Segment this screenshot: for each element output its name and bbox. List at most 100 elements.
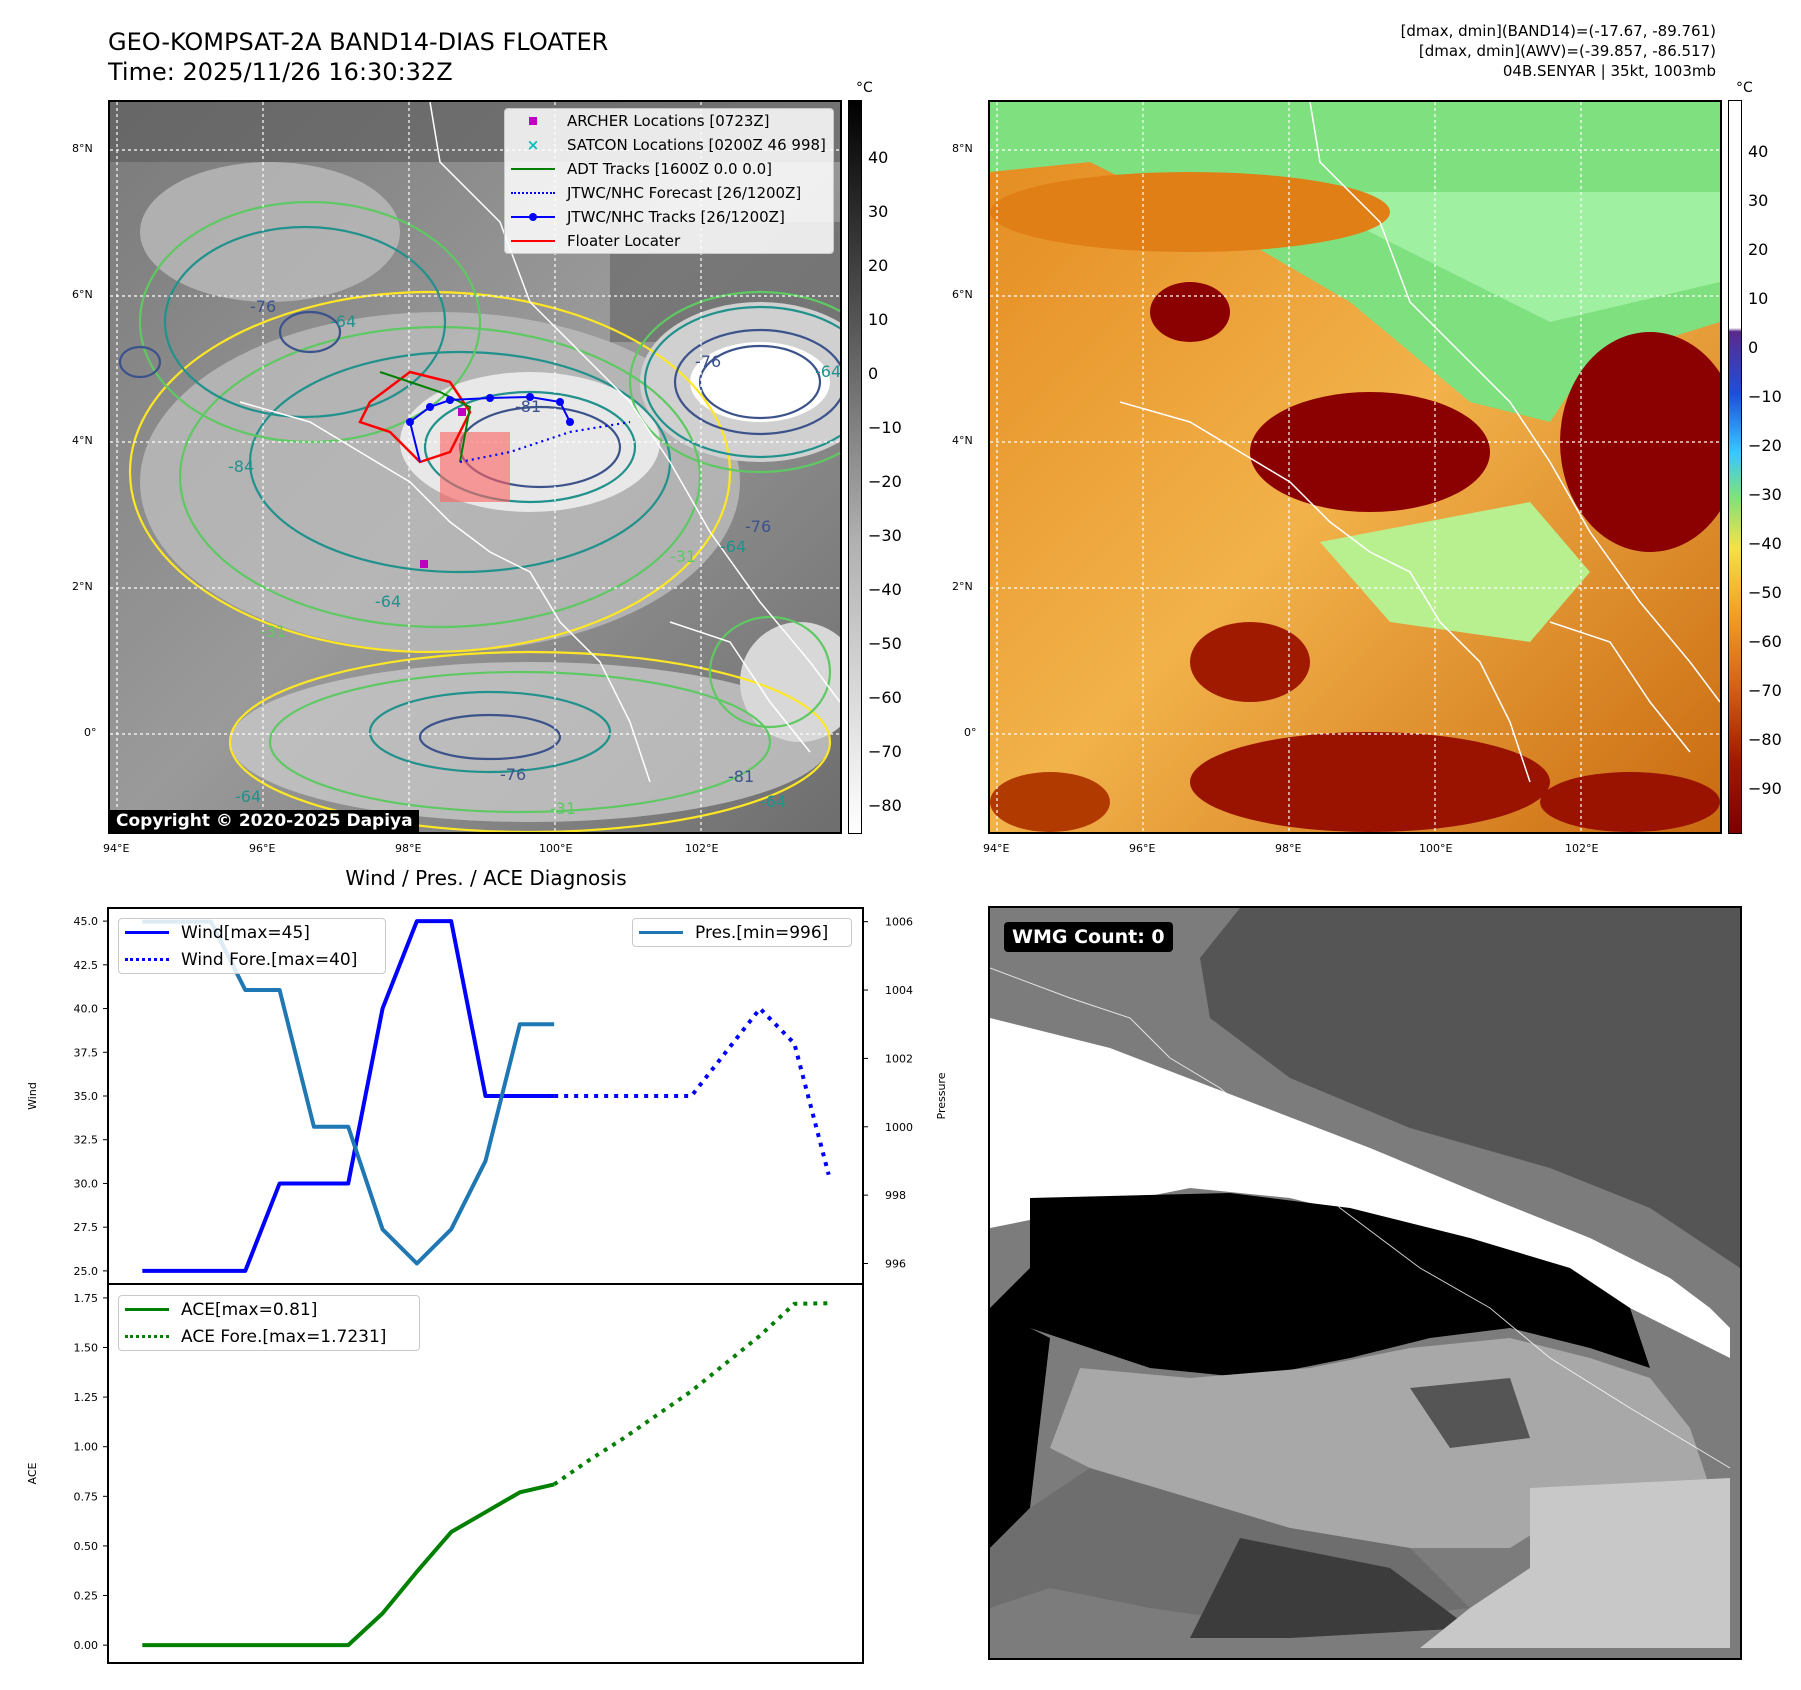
legend-item-ace-forecast: ACE Fore.[max=1.7231] [119, 1323, 419, 1350]
axes-frame [107, 1283, 864, 1664]
colorbar-tick: 40 [1748, 142, 1769, 161]
y-right-tick-label: 1004 [885, 984, 913, 997]
y-tick-label: 30.0 [74, 1177, 99, 1190]
x-marker-icon: × [526, 136, 540, 154]
contour-label: -31 [550, 799, 576, 818]
y-right-tick-label: 1002 [885, 1052, 913, 1065]
y-tick-label: 32.5 [74, 1134, 99, 1147]
ir-map-svg: -76 -64 -81 -76 -64 -84 -64 -76 -64 -31 … [110, 102, 840, 832]
y-tick-label: 27.5 [74, 1221, 99, 1234]
lat-label: 8°N [952, 142, 973, 155]
info-storm: 04B.SENYAR | 35kt, 1003mb [1502, 62, 1716, 80]
contour-label: -76 [695, 352, 721, 371]
y-axis-label: ACE [26, 1462, 39, 1484]
lat-label: 0° [84, 726, 97, 739]
series-line [552, 1301, 829, 1487]
colorbar-tick: −60 [1748, 632, 1782, 651]
jtwc-forecast [459, 420, 631, 464]
legend-item-wind-forecast: Wind Fore.[max=40] [119, 946, 385, 973]
legend-label: ACE Fore.[max=1.7231] [181, 1326, 387, 1347]
figure-title: GEO-KOMPSAT-2A BAND14-DIAS FLOATER [108, 28, 609, 56]
lon-label: 94°E [103, 842, 130, 855]
colorbar-tick: 30 [1748, 191, 1769, 210]
colorbar-tick: −30 [868, 526, 902, 545]
contour-label: -64 [815, 362, 840, 381]
y-right-tick-label: 996 [885, 1257, 906, 1270]
contour-label: -64 [760, 792, 786, 811]
awv-colorbar [1728, 100, 1742, 834]
colorbar-tick: −50 [868, 634, 902, 653]
contour-label: -81 [728, 767, 754, 786]
line-swatch-icon [639, 931, 683, 934]
line-swatch-icon [125, 1308, 169, 1311]
archer-marker-2 [420, 560, 428, 568]
lat-label: 2°N [952, 580, 973, 593]
dotted-line-swatch-icon [125, 1335, 169, 1338]
wmg-dark-region [1200, 908, 1740, 1268]
legend-label: ACE[max=0.81] [181, 1299, 318, 1320]
lon-label: 102°E [1565, 842, 1599, 855]
series-line [142, 919, 555, 1273]
legend-label: ADT Tracks [1600Z 0.0 0.0] [567, 160, 772, 178]
legend-item-satcon: × SATCON Locations [0200Z 46 998] [505, 133, 833, 157]
diagnosis-charts: 45.0 42.5 40.0 37.5 35.0 32.5 30.0 27.5 25.0 Wind… [26, 907, 948, 1664]
y-tick-label: 45.0 [74, 915, 99, 928]
colorbar-tick: −60 [868, 688, 902, 707]
legend-item-adt: ADT Tracks [1600Z 0.0 0.0] [505, 157, 833, 181]
square-marker-icon [529, 117, 537, 125]
lon-label: 96°E [249, 842, 276, 855]
wind-legend: Wind[max=45] Wind Fore.[max=40] [118, 918, 386, 974]
ir-coastlines [239, 102, 840, 783]
awv-colorbar-unit: °C [1736, 80, 1753, 96]
colorbar-tick: −30 [1748, 485, 1782, 504]
wmg-black-band [990, 1193, 1650, 1378]
contour-label: -64 [720, 537, 746, 556]
contour-label: -64 [330, 312, 356, 331]
ir-cloud-east-core [690, 342, 830, 422]
y-tick-label: 1.75 [74, 1292, 99, 1305]
diagnosis-title: Wind / Pres. / ACE Diagnosis [345, 866, 627, 890]
y-tick-label: 42.5 [74, 959, 99, 972]
legend-item-floater: Floater Locater [505, 229, 833, 253]
wmg-count-badge: WMG Count: 0 [1004, 922, 1173, 952]
legend-label: SATCON Locations [0200Z 46 998] [567, 136, 826, 154]
legend-item-jtwc-tracks: JTWC/NHC Tracks [26/1200Z] [505, 205, 833, 229]
colorbar-tick: 10 [868, 310, 889, 329]
ir-legend: ARCHER Locations [0723Z] × SATCON Locati… [504, 108, 834, 254]
y-tick-label: 0.50 [74, 1540, 99, 1553]
lat-label: 0° [964, 726, 977, 739]
colorbar-tick: −10 [868, 418, 902, 437]
lon-label: 100°E [539, 842, 573, 855]
colorbar-tick: −50 [1748, 583, 1782, 602]
awv-coastlines [1119, 102, 1720, 783]
lon-label: 100°E [1419, 842, 1453, 855]
colorbar-tick: 20 [868, 256, 889, 275]
contour-label: -64 [235, 787, 261, 806]
lon-label: 94°E [983, 842, 1010, 855]
colorbar-tick: 30 [868, 202, 889, 221]
archer-marker-1 [458, 408, 466, 416]
contour-label: -81 [515, 397, 541, 416]
dotted-line-swatch-icon [511, 192, 555, 194]
legend-label: Wind[max=45] [181, 922, 310, 943]
ace-chart: 1.75 1.50 1.25 1.00 0.75 0.50 0.25 0.00 ACE [26, 1283, 864, 1664]
line-dot-swatch-icon [511, 213, 555, 221]
wind-pressure-chart: 45.0 42.5 40.0 37.5 35.0 32.5 30.0 27.5 25.0 Wind… [26, 907, 948, 1285]
ace-legend: ACE[max=0.81] ACE Fore.[max=1.7231] [118, 1295, 420, 1351]
copyright-badge: Copyright © 2020-2025 Dapiya [110, 810, 419, 832]
dotted-line-swatch-icon [125, 958, 169, 961]
legend-item-archer: ARCHER Locations [0723Z] [505, 109, 833, 133]
jtwc-track-points [406, 393, 574, 426]
y-tick-label: 1.50 [74, 1341, 99, 1354]
contour-label: -84 [228, 457, 254, 476]
info-dmax-awv: [dmax, dmin](AWV)=(-39.857, -86.517) [1418, 42, 1716, 60]
series-line [142, 1482, 555, 1648]
awv-gridlines [990, 102, 1720, 832]
contour-label: -31 [260, 622, 286, 641]
legend-item-jtwc-forecast: JTWC/NHC Forecast [26/1200Z] [505, 181, 833, 205]
line-swatch-icon [125, 931, 169, 934]
awv-dry-core [1250, 392, 1490, 512]
colorbar-tick: 40 [868, 148, 889, 167]
wmg-pale-region [1420, 1478, 1730, 1648]
floater-box [440, 432, 510, 502]
